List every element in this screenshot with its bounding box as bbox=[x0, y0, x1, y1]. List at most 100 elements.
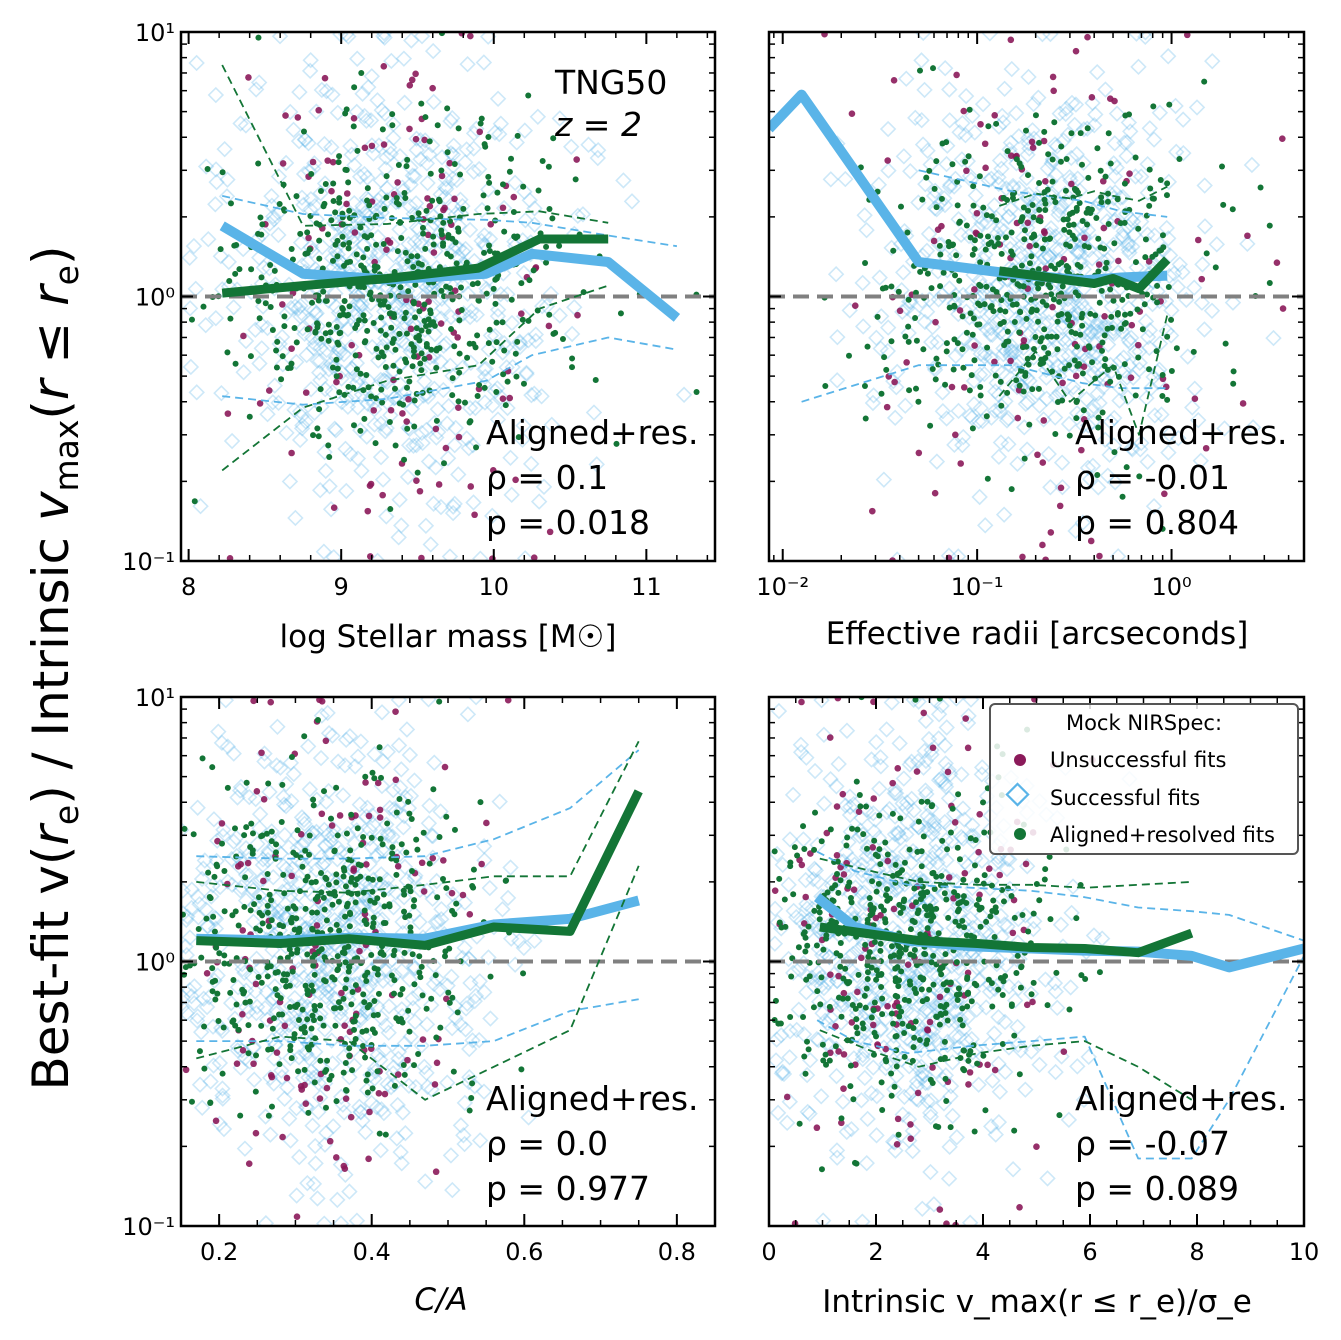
successful-fit-point bbox=[898, 70, 915, 87]
successful-fit-point bbox=[1184, 399, 1201, 416]
successful-fit-point bbox=[380, 998, 398, 1015]
aligned-fit-point bbox=[443, 283, 450, 290]
aligned-fit-point bbox=[1043, 302, 1050, 309]
successful-fit-point bbox=[486, 327, 504, 345]
aligned-fit-point bbox=[477, 799, 484, 806]
aligned-percentile-line bbox=[196, 865, 640, 1101]
successful-fit-point bbox=[351, 796, 369, 813]
unsuccessful-fit-point bbox=[253, 788, 261, 795]
aligned-fit-point bbox=[959, 346, 966, 353]
unsuccessful-fit-point bbox=[239, 927, 247, 934]
aligned-fit-point bbox=[373, 345, 380, 352]
successful-fit-point bbox=[1085, 398, 1102, 415]
successful-fit-point bbox=[390, 529, 407, 546]
successful-fit-point bbox=[921, 1003, 939, 1021]
successful-fit-point bbox=[845, 902, 863, 919]
aligned-fit-point bbox=[998, 250, 1005, 257]
successful-fit-point bbox=[377, 1017, 395, 1034]
unsuccessful-fit-point bbox=[1128, 321, 1136, 329]
successful-fit-point bbox=[442, 357, 459, 374]
unsuccessful-fit-point bbox=[332, 1154, 340, 1161]
successful-fit-point bbox=[339, 320, 357, 338]
aligned-fit-point bbox=[1004, 148, 1011, 155]
aligned-fit-point bbox=[369, 923, 376, 930]
successful-fit-point bbox=[204, 877, 221, 894]
successful-fit-point bbox=[1167, 97, 1184, 115]
successful-fit-point bbox=[944, 1107, 961, 1125]
aligned-fit-point bbox=[409, 363, 416, 370]
x-tick-label: 0.6 bbox=[505, 1238, 543, 1266]
unsuccessful-fit-point bbox=[326, 1137, 334, 1145]
aligned-fit-point bbox=[279, 353, 286, 360]
aligned-fit-point bbox=[322, 874, 329, 881]
aligned-fit-point bbox=[441, 460, 448, 467]
successful-fit-point bbox=[457, 1021, 474, 1038]
successful-fit-point bbox=[1000, 208, 1017, 225]
successful-fit-point bbox=[292, 297, 309, 315]
successful-fit-point bbox=[306, 335, 323, 353]
successful-fit-point bbox=[879, 880, 896, 898]
aligned-fit-point bbox=[929, 365, 936, 372]
aligned-fit-point bbox=[340, 1069, 347, 1076]
successful-fit-point bbox=[888, 363, 906, 381]
aligned-fit-point bbox=[221, 908, 228, 915]
successful-fit-point bbox=[1080, 1048, 1097, 1066]
unsuccessful-fit-point bbox=[430, 249, 438, 256]
aligned-fit-point bbox=[350, 384, 357, 391]
successful-fit-point bbox=[425, 495, 442, 512]
successful-fit-point bbox=[1174, 111, 1192, 128]
successful-fit-point bbox=[1046, 409, 1064, 426]
aligned-fit-point bbox=[965, 153, 972, 160]
aligned-fit-point bbox=[299, 1006, 306, 1013]
aligned-fit-point bbox=[266, 891, 273, 898]
unsuccessful-fit-point bbox=[365, 1155, 372, 1163]
aligned-fit-point bbox=[353, 251, 360, 258]
x-tick-label: 0.8 bbox=[658, 1238, 696, 1266]
aligned-fit-point bbox=[1132, 154, 1139, 161]
successful-fit-point bbox=[237, 892, 255, 909]
successful-fit-point bbox=[429, 913, 447, 931]
unsuccessful-fit-point bbox=[948, 383, 956, 391]
aligned-fit-point bbox=[310, 432, 317, 439]
aligned-fit-point bbox=[284, 954, 291, 961]
aligned-fit-point bbox=[363, 978, 370, 985]
aligned-fit-point bbox=[201, 1065, 208, 1072]
aligned-fit-point bbox=[364, 1071, 371, 1078]
unsuccessful-fit-point bbox=[960, 384, 968, 391]
successful-fit-point bbox=[1145, 368, 1162, 386]
successful-fit-point bbox=[489, 90, 507, 107]
aligned-fit-point bbox=[1076, 200, 1083, 207]
successful-fit-point bbox=[938, 719, 955, 736]
successful-fit-point bbox=[936, 884, 954, 902]
successful-fit-point bbox=[819, 1015, 836, 1032]
successful-fit-point bbox=[915, 32, 932, 42]
successful-fit-point bbox=[318, 341, 335, 359]
aligned-fit-point bbox=[1030, 354, 1037, 361]
successful-fit-point bbox=[379, 1075, 396, 1093]
aligned-fit-point bbox=[267, 963, 274, 970]
aligned-fit-point bbox=[323, 297, 330, 304]
successful-fit-point bbox=[1026, 913, 1043, 930]
aligned-fit-point bbox=[276, 201, 283, 208]
successful-fit-point bbox=[941, 1138, 958, 1156]
aligned-fit-point bbox=[481, 384, 488, 391]
aligned-fit-point bbox=[464, 354, 471, 361]
aligned-fit-point bbox=[1030, 214, 1037, 221]
successful-fit-point bbox=[993, 107, 1011, 125]
aligned-fit-point bbox=[343, 106, 350, 113]
successful-fit-point bbox=[863, 971, 881, 988]
successful-fit-point bbox=[1031, 1035, 1048, 1052]
successful-fit-point bbox=[1078, 390, 1095, 408]
successful-fit-point bbox=[1073, 294, 1090, 312]
aligned-fit-point bbox=[402, 249, 409, 256]
unsuccessful-fit-point bbox=[454, 334, 461, 341]
successful-fit-point bbox=[352, 422, 369, 439]
successful-fit-point bbox=[918, 242, 936, 260]
aligned-fit-point bbox=[483, 290, 490, 297]
aligned-fit-point bbox=[294, 949, 301, 956]
successful-fit-point bbox=[368, 1099, 385, 1116]
aligned-fit-point bbox=[337, 1004, 344, 1011]
unsuccessful-fit-point bbox=[883, 403, 891, 411]
aligned-fit-point bbox=[569, 355, 576, 362]
aligned-fit-point bbox=[1176, 155, 1183, 162]
